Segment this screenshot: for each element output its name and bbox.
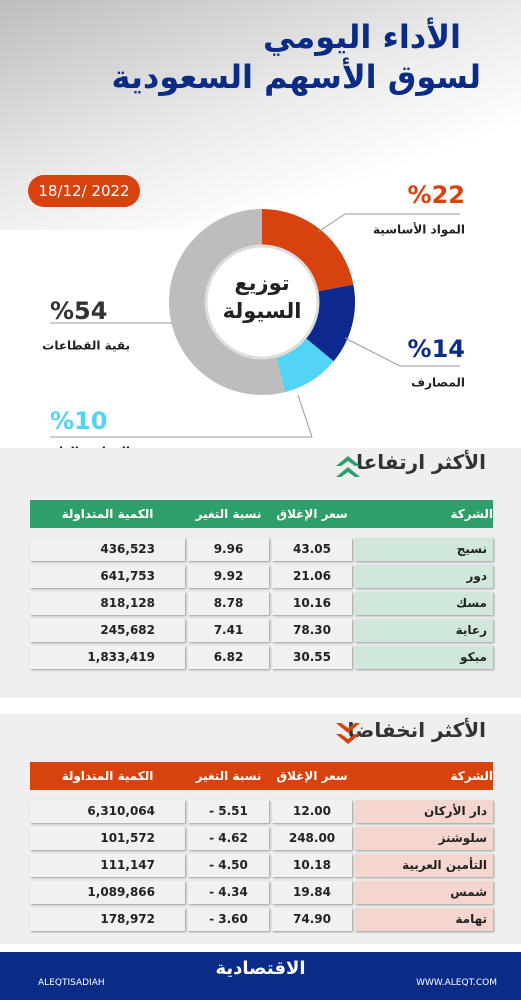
category-label: المواد الأساسية [373, 222, 465, 238]
value-cell: 6,310,064 [30, 800, 185, 823]
value-cell: 78.30 [272, 619, 352, 642]
company-cell: التأمين العربية [355, 854, 493, 877]
company-cell: شمس [355, 881, 493, 904]
company-cell: نسيج [355, 538, 493, 561]
value-cell: 818,128 [30, 592, 185, 615]
donut-segment [169, 209, 286, 395]
footer [0, 952, 521, 1000]
value-cell: 101,572 [30, 827, 185, 850]
title-line2: لسوق الأسهم السعودية [111, 58, 481, 96]
leader-line [50, 394, 313, 438]
value-cell: - 5.51 [188, 800, 269, 823]
value-cell: 74.90 [272, 908, 352, 931]
down-icon [336, 723, 360, 744]
company-cell: تهامة [355, 908, 493, 931]
value-label: %14 [408, 335, 465, 363]
value-cell: - 3.60 [188, 908, 269, 931]
footer-social: ALEQTISADIAH [38, 978, 105, 988]
value-cell: 1,833,419 [30, 646, 185, 669]
value-cell: 245,682 [30, 619, 185, 642]
category-label: بقية القطاعات [42, 339, 130, 353]
column-header: نسبة التغير % [195, 769, 262, 811]
company-cell: دار الأركان [355, 800, 493, 823]
value-cell: 436,523 [30, 538, 185, 561]
value-cell: 30.55 [272, 646, 352, 669]
value-cell: 10.16 [272, 592, 352, 615]
donut-segment [305, 284, 355, 362]
column-header: سعر الإغلاق [276, 769, 348, 783]
company-cell: رعاية [355, 619, 493, 642]
value-cell: 8.78 [188, 592, 269, 615]
value-cell: 12.00 [272, 800, 352, 823]
value-cell: 641,753 [30, 565, 185, 588]
donut-segment [262, 209, 354, 292]
leader-line [317, 213, 460, 233]
column-header: الكمية المتداولة [61, 507, 154, 521]
value-cell: 1,089,866 [30, 881, 185, 904]
value-cell: 21.06 [272, 565, 352, 588]
table-header-bg [30, 500, 493, 528]
value-cell: 9.96 [188, 538, 269, 561]
value-label: %54 [50, 297, 107, 325]
leader-line [344, 337, 460, 367]
company-cell: سلوشنز [355, 827, 493, 850]
value-cell: 178,972 [30, 908, 185, 931]
value-cell: 7.41 [188, 619, 269, 642]
gainers-title: الأكثر ارتفاعا [356, 450, 486, 474]
value-cell: - 4.50 [188, 854, 269, 877]
company-cell: دور [355, 565, 493, 588]
donut-hole [204, 244, 320, 360]
value-cell: 6.82 [188, 646, 269, 669]
value-cell: 111,147 [30, 854, 185, 877]
column-header: الكمية المتداولة [61, 769, 154, 783]
title-line1: الأداء اليومي [263, 18, 461, 56]
donut-title: توزيع السيولة [223, 271, 302, 323]
value-cell: 19.84 [272, 881, 352, 904]
footer-site: WWW.ALEQT.COM [416, 978, 497, 988]
value-cell: 10.18 [272, 854, 352, 877]
footer-logo: الاقتصادية [215, 958, 306, 979]
value-label: %10 [50, 407, 107, 435]
column-header: الشركة [450, 769, 493, 783]
value-cell: 248.00 [272, 827, 352, 850]
column-header: سعر الإغلاق [276, 507, 348, 521]
table-header-bg [30, 762, 493, 790]
company-cell: مبكو [355, 646, 493, 669]
value-cell: - 4.34 [188, 881, 269, 904]
value-cell: 9.92 [188, 565, 269, 588]
column-header: نسبة التغير % [195, 507, 262, 549]
value-cell: 43.05 [272, 538, 352, 561]
value-label: %22 [408, 181, 465, 209]
up-icon [336, 456, 360, 477]
category-label: المصارف [411, 376, 465, 390]
company-cell: مسك [355, 592, 493, 615]
value-cell: - 4.62 [188, 827, 269, 850]
losers-title: الأكثر انخفاضا [347, 718, 486, 742]
column-header: الشركة [450, 507, 493, 521]
donut-chart: توزيع السيولة %22 المواد الأساسية %14 المصارف… [42, 181, 465, 459]
date-pill: 18/12/ 2022 [28, 175, 140, 207]
